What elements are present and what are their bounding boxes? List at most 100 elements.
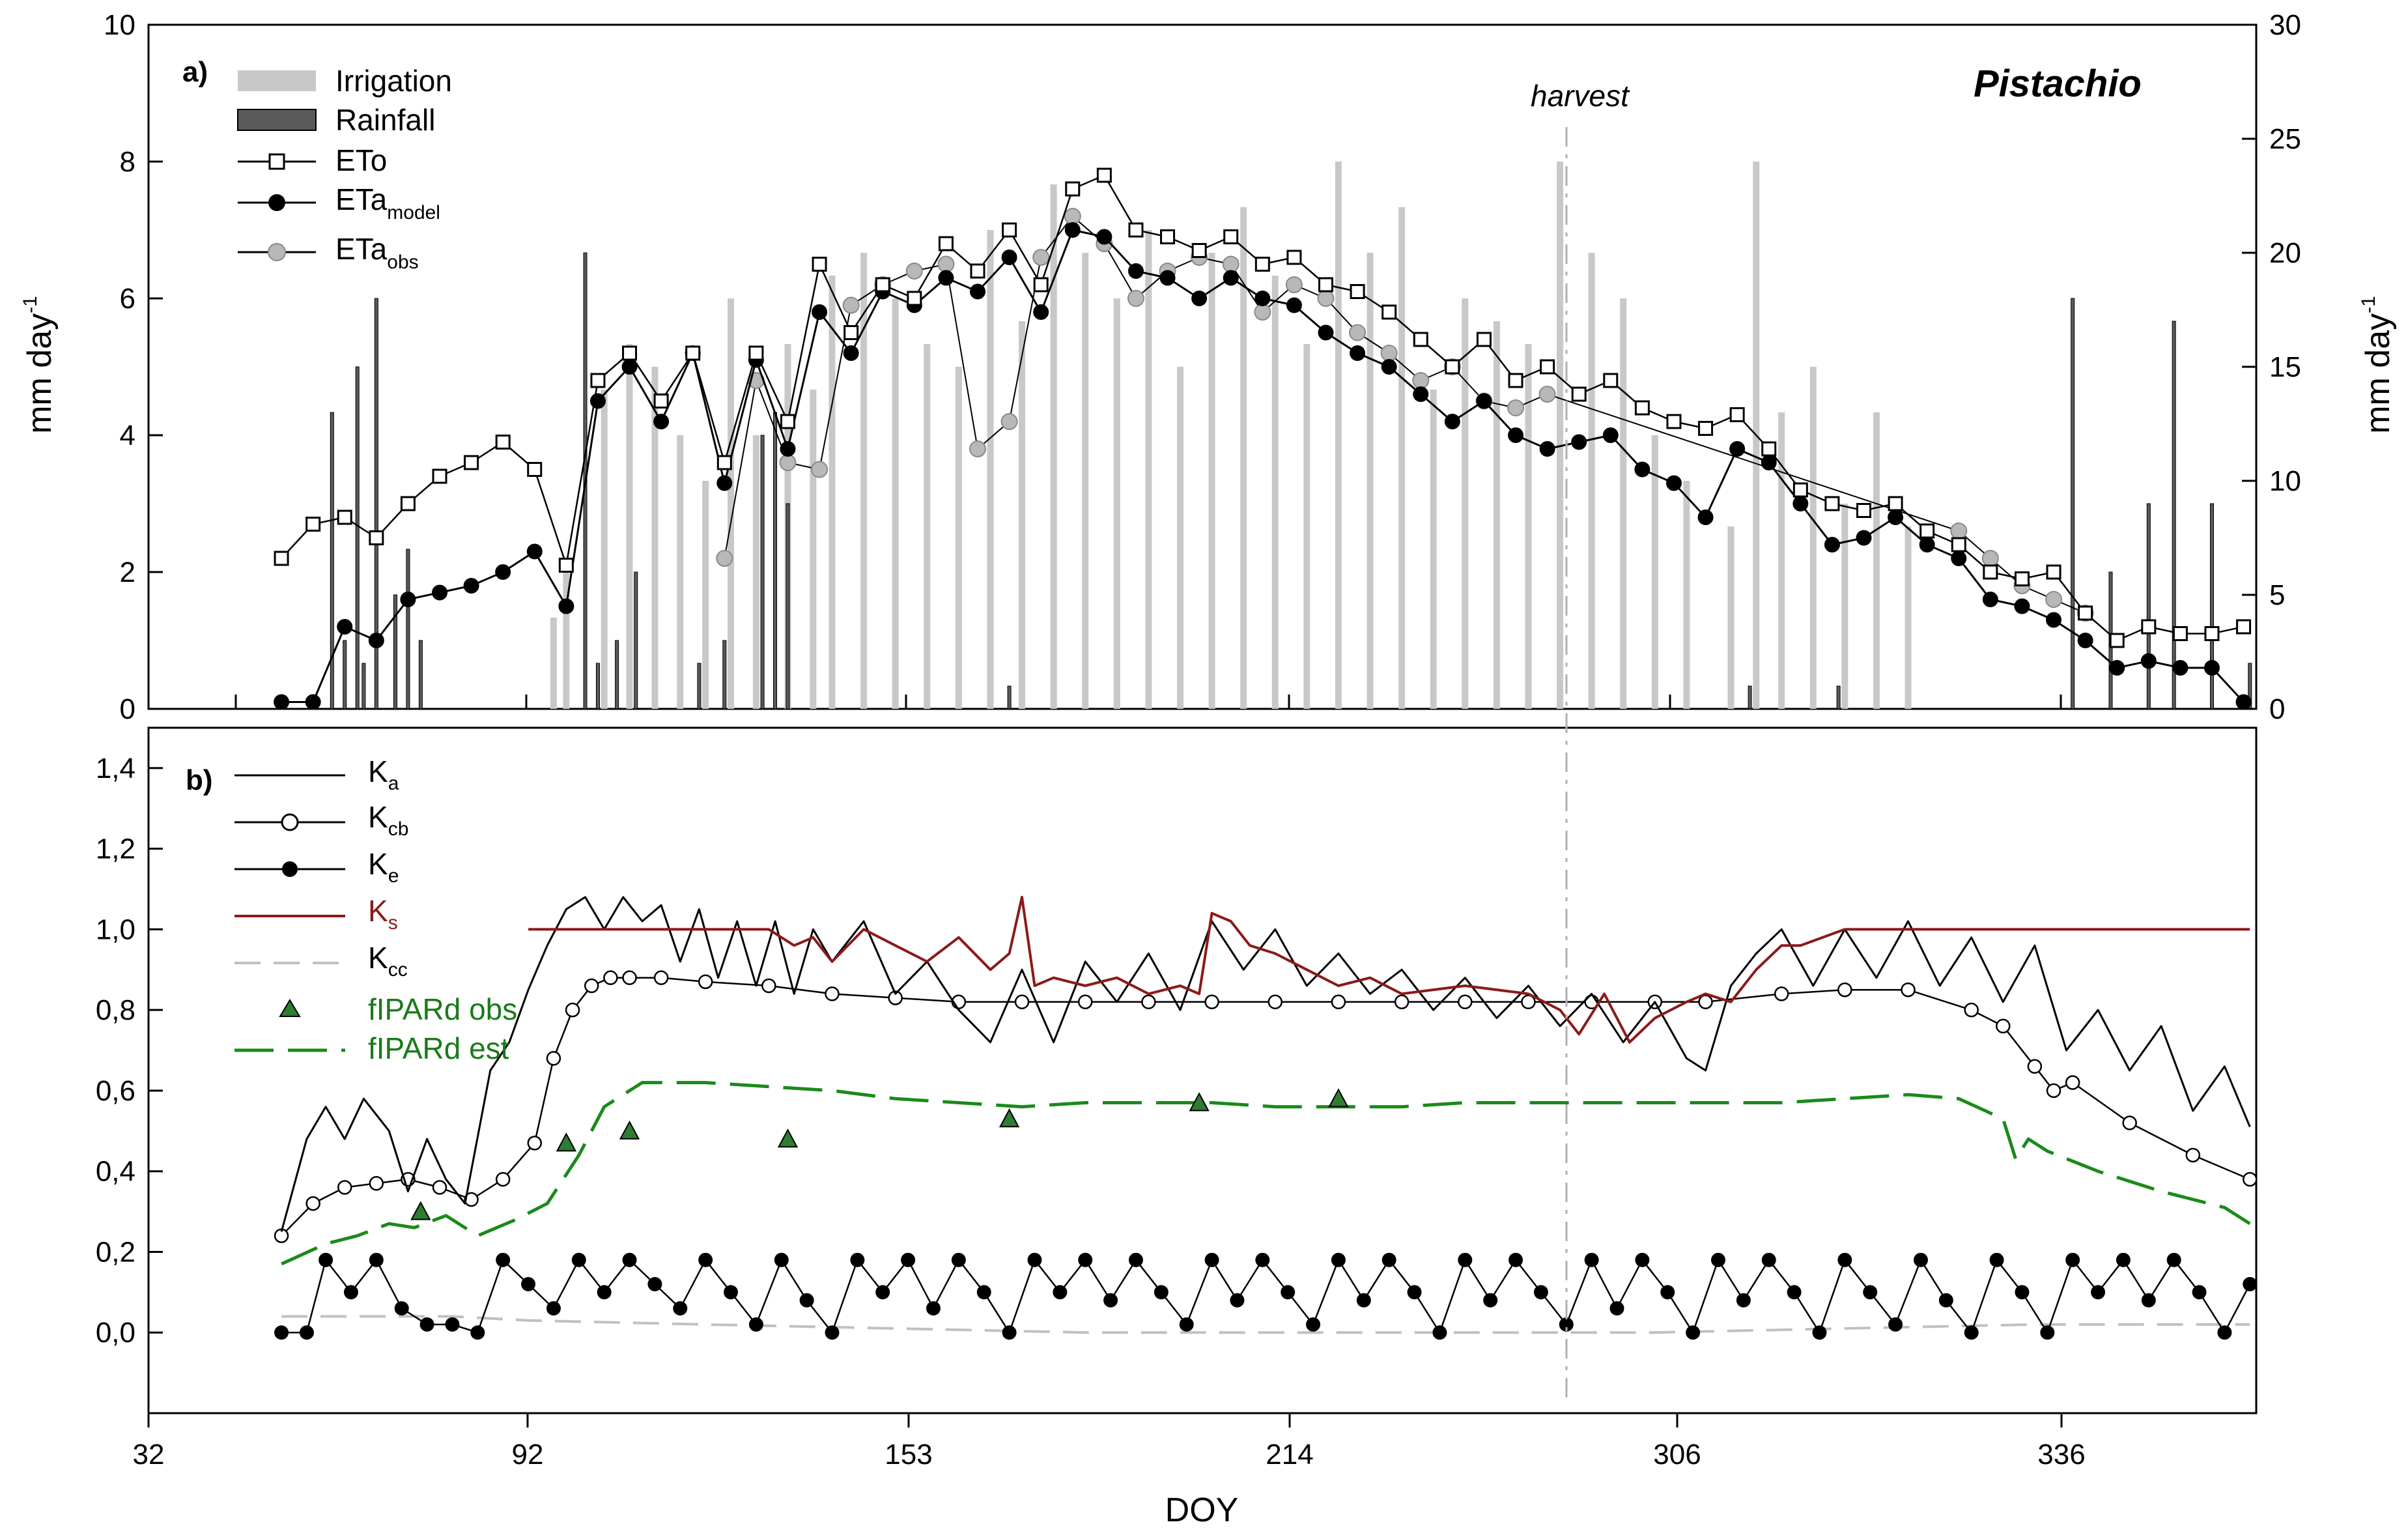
kcc-line <box>281 1315 2250 1334</box>
rainfall-bar <box>760 435 765 710</box>
rainfall-bar <box>1836 685 1841 710</box>
eto-point <box>1856 503 1872 518</box>
kcb-point <box>2046 1083 2061 1098</box>
x-tick-label: 336 <box>2037 1439 2085 1470</box>
eto-point <box>558 558 574 573</box>
ke-point <box>1204 1252 1219 1267</box>
irrigation-bar <box>1303 344 1310 709</box>
eta-model-point <box>1571 434 1587 450</box>
eta-model-point <box>1539 441 1555 457</box>
eto-point <box>1540 359 1555 375</box>
ke-point <box>2243 1276 2258 1291</box>
legend-marker-eto <box>268 153 285 170</box>
eto-point <box>1381 304 1397 320</box>
eta-model-point <box>1951 551 1967 566</box>
ke-point <box>496 1252 511 1267</box>
ke-point <box>1686 1325 1701 1340</box>
eto-point <box>1634 400 1650 416</box>
irrigation-bar <box>1873 412 1880 709</box>
irrigation-bar <box>1557 162 1564 709</box>
rainfall-bar <box>343 640 347 710</box>
kcb-point <box>1331 994 1346 1010</box>
legend-label-ke-sub: e <box>388 865 399 887</box>
svg-text:ETaobs: ETaobs <box>335 232 419 273</box>
y-right-tick-label: 30 <box>2269 9 2301 41</box>
eta-model-point <box>1096 229 1112 245</box>
kcb-point <box>369 1176 384 1191</box>
y-tick-label: 10 <box>104 9 135 41</box>
panel-a-left-ticks: 0 2 4 6 8 10 <box>104 9 2062 725</box>
eto-point <box>685 345 701 361</box>
eto-point <box>1445 359 1460 375</box>
eto-point <box>938 236 954 251</box>
eta-model-point <box>2014 598 2030 614</box>
rainfall-bar <box>2172 321 2176 710</box>
eta-model-point <box>1254 291 1271 306</box>
kcb-point <box>305 1196 320 1211</box>
irrigation-bar <box>1271 276 1279 709</box>
harvest-annotation: harvest <box>1531 79 1630 113</box>
ke-point <box>343 1285 358 1300</box>
ke-point <box>597 1285 612 1300</box>
eta-obs-point <box>1064 208 1081 225</box>
ke-point <box>1509 1252 1523 1267</box>
legend-label-kcc: K <box>368 941 388 975</box>
irrigation-bar <box>1050 184 1057 709</box>
irrigation-bar <box>1462 298 1469 709</box>
eta-model-point <box>1064 222 1081 238</box>
eta-model-point <box>1761 455 1777 470</box>
irrigation-bar <box>1113 298 1120 709</box>
rainfall-bar <box>1748 685 1752 710</box>
legend-label-eta-obs-sub: obs <box>387 251 418 273</box>
left-axis-title-sup: -1 <box>20 296 41 313</box>
rainfall-bar <box>361 663 366 710</box>
ke-point <box>1281 1285 1296 1300</box>
legend-label-eta-model-sub: model <box>387 202 440 223</box>
left-axis-title: mm day-1 <box>20 296 59 434</box>
y-tick-label: 0,4 <box>96 1156 135 1188</box>
legend-label-eta-obs: ETa <box>335 232 388 266</box>
ke-point <box>1660 1285 1675 1300</box>
rainfall-bar <box>615 640 619 710</box>
kcb-point <box>2122 1115 2137 1130</box>
ke-point <box>299 1325 314 1340</box>
panel-b-frame <box>147 726 2258 1414</box>
panel-b: 0,0 0,2 0,4 0,6 0,8 1,0 1,2 1,4 32 92 153 214 306 33… <box>96 726 2258 1529</box>
legend-label-ks: K <box>368 894 388 928</box>
ke-point <box>546 1301 561 1316</box>
irrigation-bar <box>1841 504 1848 709</box>
legend-marker-ke <box>282 861 298 877</box>
y-tick-label: 4 <box>120 420 135 452</box>
eto-point <box>1792 482 1808 498</box>
eta-model-point <box>2235 694 2252 710</box>
eto-point <box>1033 277 1049 293</box>
ke-point <box>1913 1252 1928 1267</box>
legend-label-ka: K <box>368 754 388 788</box>
irrigation-bar <box>987 230 994 709</box>
ke-point <box>647 1276 662 1291</box>
kcb-point <box>1698 994 1713 1010</box>
eta-model-point <box>526 543 543 560</box>
eta-model-point <box>970 283 986 300</box>
eta-model-point <box>621 359 638 375</box>
ke-point <box>1736 1293 1751 1308</box>
ke-point <box>2141 1293 2156 1308</box>
ke-point <box>2091 1285 2106 1300</box>
legend-label-kcc-sub: cc <box>388 959 408 981</box>
eta-model-point <box>1191 291 1208 306</box>
legend-label-ka-sub: a <box>388 773 399 794</box>
y-tick-label: 1,2 <box>96 833 135 865</box>
eta-model-point <box>305 694 321 710</box>
ke-point <box>2166 1252 2181 1267</box>
eto-point <box>1729 407 1745 422</box>
ke-point <box>1609 1301 1624 1316</box>
eta-obs-point <box>1317 290 1335 307</box>
ke-point <box>622 1252 637 1267</box>
ke-point <box>1306 1317 1321 1332</box>
eto-point <box>1223 229 1239 244</box>
x-tick-label: 153 <box>885 1439 932 1470</box>
irrigation-bar <box>1683 481 1690 709</box>
eta-obs-point <box>1950 523 1968 539</box>
ke-point <box>748 1317 763 1332</box>
eto-point <box>2236 619 2252 635</box>
